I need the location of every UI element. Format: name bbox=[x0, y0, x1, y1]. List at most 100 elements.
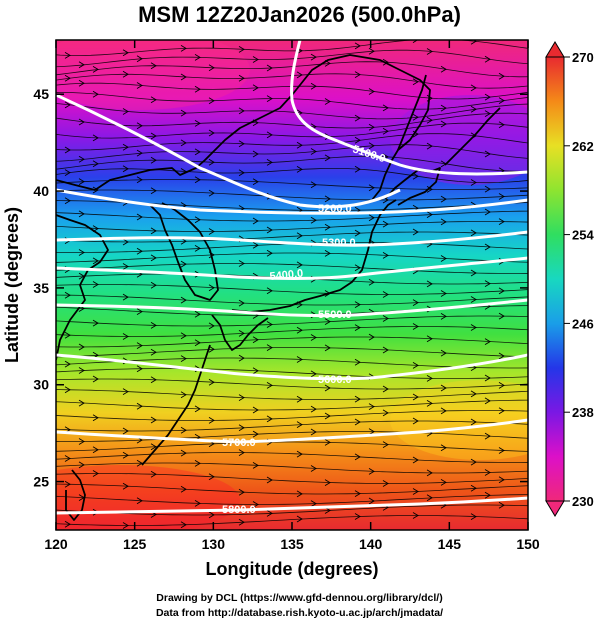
streamline-arrow bbox=[238, 140, 245, 148]
streamline-arrow bbox=[266, 226, 273, 234]
streamline-arrow bbox=[64, 101, 71, 109]
streamline-arrow bbox=[368, 278, 375, 286]
streamline-arrow bbox=[470, 458, 477, 466]
streamline-arrow bbox=[78, 367, 85, 374]
streamline-arrow bbox=[136, 55, 143, 63]
streamline-arrow bbox=[122, 165, 129, 173]
streamline-arrow bbox=[92, 186, 99, 194]
y-tick-label: 35 bbox=[33, 280, 49, 296]
streamline-arrow bbox=[498, 312, 505, 320]
coastline-ryukyu bbox=[141, 344, 211, 466]
contour-label-5500: 5500.0 bbox=[318, 309, 352, 321]
streamline-arrow bbox=[382, 409, 389, 417]
streamline-arrow bbox=[194, 120, 201, 127]
streamline-arrow bbox=[252, 84, 259, 92]
streamline-arrow bbox=[238, 518, 245, 526]
coastline-hokkaido bbox=[385, 167, 441, 206]
streamline-arrow bbox=[354, 490, 361, 497]
streamline-arrow bbox=[122, 451, 129, 459]
streamline-arrow bbox=[354, 324, 361, 331]
streamline-arrow bbox=[180, 391, 187, 399]
streamline bbox=[56, 389, 528, 400]
streamline-arrow bbox=[136, 176, 143, 184]
streamline-arrow bbox=[122, 70, 129, 78]
streamline-arrow bbox=[310, 53, 317, 61]
contour-label-5400: 5400.0 bbox=[269, 268, 304, 283]
coastline-taiwan bbox=[65, 469, 86, 521]
contour-5700 bbox=[56, 418, 528, 444]
streamline bbox=[56, 452, 528, 463]
colorbar-max-triangle bbox=[545, 41, 565, 58]
streamline-arrow bbox=[122, 143, 129, 151]
streamline-arrow bbox=[498, 476, 505, 484]
streamline-arrow bbox=[238, 169, 245, 177]
streamline-arrow bbox=[92, 257, 99, 265]
contour-label-5800: 5800.0 bbox=[222, 504, 256, 516]
streamline-arrow bbox=[368, 428, 375, 435]
streamline-arrow bbox=[64, 520, 71, 528]
streamline-arrow bbox=[252, 241, 259, 249]
streamline bbox=[56, 263, 528, 274]
streamline-arrow bbox=[426, 211, 433, 218]
streamline bbox=[56, 378, 528, 390]
streamline-arrow bbox=[324, 439, 331, 446]
contour-label-5600: 5600.0 bbox=[318, 374, 352, 386]
streamline-arrow bbox=[122, 482, 129, 490]
x-tick-label: 130 bbox=[202, 536, 226, 552]
streamline bbox=[56, 347, 528, 358]
streamline-arrow bbox=[194, 148, 201, 156]
streamline-arrow bbox=[368, 88, 375, 95]
streamline-arrow bbox=[122, 49, 129, 57]
streamline-arrow bbox=[266, 64, 273, 72]
streamline-arrow bbox=[382, 58, 389, 66]
streamline-arrow bbox=[122, 263, 129, 270]
streamline-arrow bbox=[122, 427, 129, 435]
streamline-arrow bbox=[238, 424, 245, 432]
streamline-arrow bbox=[324, 154, 331, 162]
streamline-arrow bbox=[498, 407, 505, 415]
streamline bbox=[56, 515, 528, 526]
warm-tongue-east bbox=[390, 380, 528, 460]
streamline-arrow bbox=[92, 160, 99, 168]
streamline-arrow bbox=[180, 260, 187, 268]
streamline-arrow bbox=[310, 428, 317, 436]
streamline-arrow bbox=[484, 397, 491, 405]
streamline-arrow bbox=[180, 296, 187, 304]
x-axis-label: Longitude (degrees) bbox=[205, 559, 378, 579]
streamline-arrow bbox=[368, 214, 375, 222]
streamline-arrow bbox=[484, 280, 491, 287]
streamline-arrow bbox=[78, 210, 85, 218]
streamline-arrow bbox=[324, 412, 331, 420]
streamline-arrow bbox=[180, 45, 187, 52]
streamline-arrow bbox=[354, 165, 361, 173]
streamline-arrow bbox=[180, 332, 187, 340]
streamline-arrow bbox=[426, 494, 433, 502]
streamline bbox=[56, 168, 528, 184]
streamline-arrow bbox=[498, 287, 505, 295]
streamline-arrow bbox=[136, 459, 143, 467]
x-tick-label: 140 bbox=[359, 536, 383, 552]
streamline-arrow bbox=[180, 73, 187, 81]
streamline-arrow bbox=[310, 82, 317, 90]
streamline-arrow bbox=[324, 223, 331, 231]
streamline-arrow bbox=[64, 169, 71, 176]
streamline-arrow bbox=[150, 443, 157, 451]
colorbar-tick-label: 230 bbox=[572, 494, 594, 509]
streamline-arrow bbox=[266, 344, 273, 351]
streamline-arrow bbox=[64, 455, 71, 462]
streamline-arrow bbox=[412, 40, 419, 43]
streamline bbox=[56, 210, 528, 222]
streamline-arrow bbox=[368, 47, 375, 55]
streamline-arrow bbox=[92, 66, 99, 73]
coastline-japan-south bbox=[211, 314, 269, 351]
streamline-arrow bbox=[484, 432, 491, 440]
streamline-arrow bbox=[382, 441, 389, 448]
streamline-arrow bbox=[426, 186, 433, 193]
streamline-arrow bbox=[354, 114, 361, 122]
streamline-arrow bbox=[296, 141, 303, 149]
streamline-arrow bbox=[180, 139, 187, 147]
colorbar-tick-label: 254 bbox=[572, 228, 594, 243]
streamline-arrow bbox=[470, 296, 477, 303]
colorbar-tick-label: 246 bbox=[572, 316, 594, 331]
